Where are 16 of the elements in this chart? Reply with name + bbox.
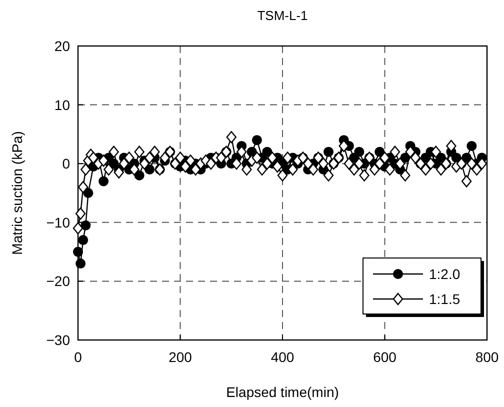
chart-title: TSM-L-1 — [257, 8, 308, 23]
legend-label: 1:2.0 — [429, 266, 460, 282]
x-tick-label: 800 — [475, 349, 499, 365]
y-tick-label: −30 — [46, 332, 70, 348]
y-tick-label: 20 — [54, 38, 70, 54]
x-tick-label: 400 — [270, 349, 294, 365]
x-axis-title: Elapsed time(min) — [226, 384, 339, 400]
x-tick-label: 200 — [168, 349, 192, 365]
y-tick-label: −10 — [46, 214, 70, 230]
y-tick-label: −20 — [46, 273, 70, 290]
x-tick-label: 0 — [74, 349, 82, 365]
x-tick-label: 600 — [373, 349, 397, 365]
y-tick-label: 10 — [54, 96, 70, 113]
y-tick-label: 0 — [62, 156, 70, 172]
y-axis-title: Matric suction (kPa) — [9, 131, 25, 255]
legend-label: 1:1.5 — [429, 291, 460, 307]
